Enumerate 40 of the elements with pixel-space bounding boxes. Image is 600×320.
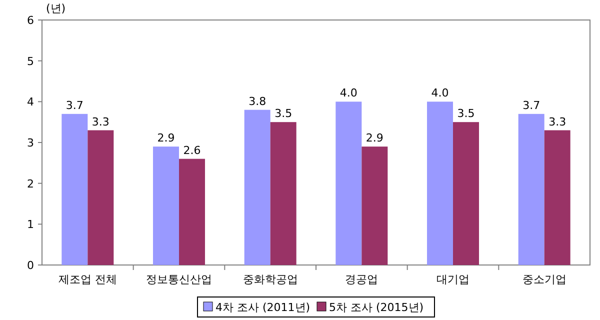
x-tick-label: 제조업 전체 [58,273,117,286]
bar [544,130,570,265]
data-label: 3.7 [522,98,540,112]
x-tick-label: 중화학공업 [242,273,298,286]
bar [336,102,362,265]
bar [518,114,544,265]
y-tick-label: 0 [27,259,34,272]
bar [244,110,270,265]
bar [362,146,388,265]
bar [427,102,453,265]
x-tick-label: 경공업 [345,273,378,286]
y-tick-label: 4 [27,96,34,109]
x-tick-label: 정보통신산업 [146,273,212,286]
bar [88,130,114,265]
x-tick-label: 중소기업 [522,273,566,286]
data-label: 2.9 [366,132,384,145]
legend-label: 4차 조사 (2011년) [216,301,310,314]
y-tick-label: 5 [27,54,34,68]
y-axis-title: (년) [46,2,66,15]
data-label: 4.0 [340,86,358,100]
data-label: 2.9 [157,132,175,145]
data-label: 3.3 [92,115,110,128]
bar [153,146,179,265]
bar [270,122,296,265]
y-tick-label: 3 [27,136,34,150]
data-label: 3.3 [548,115,566,128]
data-label: 3.5 [274,107,292,120]
bar [453,122,479,265]
legend-label: 5차 조사 (2015년) [329,301,424,314]
bar [179,158,205,265]
bar [62,114,88,265]
data-label: 3.8 [248,94,266,108]
data-label: 2.6 [183,144,201,157]
y-tick-label: 6 [27,14,34,27]
x-tick-label: 대기업 [436,273,470,286]
data-label: 3.5 [457,107,475,120]
data-label: 4.0 [431,86,449,100]
data-label: 3.7 [66,98,84,112]
y-tick-label: 1 [27,218,34,232]
y-tick-label: 2 [27,177,34,190]
